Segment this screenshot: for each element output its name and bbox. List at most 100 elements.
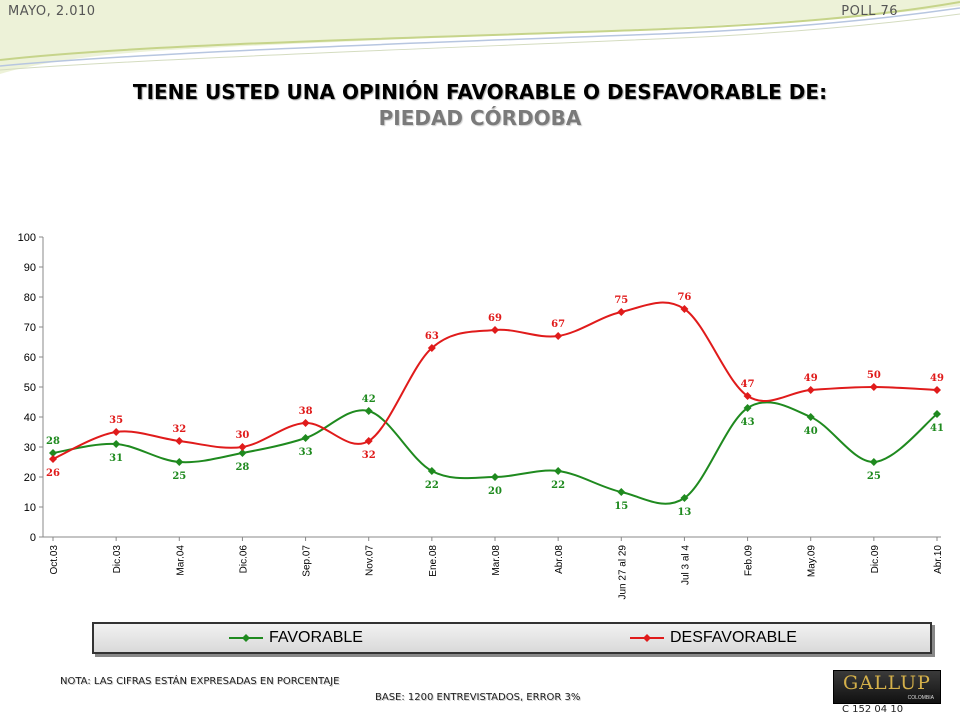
data-label-favorable: 22	[425, 480, 439, 491]
data-point-desfavorable	[806, 386, 815, 394]
data-point-desfavorable	[49, 455, 57, 463]
data-point-favorable	[933, 410, 941, 418]
footnote-note: NOTA: LAS CIFRAS ESTÁN EXPRESADAS EN POR…	[60, 676, 340, 687]
data-point-favorable	[238, 449, 247, 457]
data-point-favorable	[112, 440, 121, 448]
data-point-desfavorable	[364, 437, 373, 445]
x-tick-label: Mar.08	[491, 545, 502, 576]
line-chart: 0 10 20 30 40 50 60 70 80 90 100 Oct.03 Dic.03 Mar.04…	[18, 232, 944, 600]
data-point-desfavorable	[680, 305, 689, 313]
y-tick-label: 80	[24, 292, 36, 304]
footnote-base: BASE: 1200 ENTREVISTADOS, ERROR 3%	[375, 692, 581, 703]
data-label-desfavorable: 67	[551, 319, 565, 330]
legend-label-desfavorable: DESFAVORABLE	[670, 629, 797, 646]
data-point-favorable	[491, 473, 499, 481]
data-label-favorable: 28	[46, 436, 60, 447]
data-label-favorable: 22	[551, 480, 565, 491]
data-point-favorable	[301, 434, 310, 442]
x-tick-label: Jul 3 al 4	[680, 545, 691, 585]
chart-title: TIENE USTED UNA OPINIÓN FAVORABLE O DESF…	[132, 80, 828, 104]
data-point-favorable	[869, 458, 878, 466]
y-tick-label: 40	[24, 412, 36, 424]
data-label-desfavorable: 32	[362, 450, 376, 461]
data-point-favorable	[175, 458, 184, 466]
x-tick-label: Feb.09	[744, 545, 755, 577]
data-label-favorable: 33	[299, 447, 313, 458]
x-tick-label: Dic.09	[870, 545, 881, 574]
data-point-favorable	[743, 404, 752, 412]
gallup-logo: GALLUP COLOMBIA	[833, 670, 941, 704]
data-label-favorable: 43	[741, 417, 755, 428]
x-tick-label: Sep.07	[302, 545, 313, 577]
y-tick-label: 30	[24, 442, 36, 454]
data-point-favorable	[364, 407, 373, 415]
data-label-desfavorable: 30	[235, 430, 249, 441]
x-tick-label: May.09	[807, 545, 818, 577]
data-point-desfavorable	[933, 386, 941, 394]
data-label-favorable: 15	[614, 501, 628, 512]
data-point-desfavorable	[869, 383, 878, 391]
data-label-favorable: 31	[109, 453, 123, 464]
x-tick-label: Abr.08	[554, 545, 565, 574]
data-point-desfavorable	[175, 437, 184, 445]
x-tick-label: Dic.03	[112, 545, 123, 574]
y-tick-label: 10	[24, 502, 36, 514]
logo-subtext: COLOMBIA	[907, 695, 934, 701]
y-tick-label: 0	[30, 532, 36, 544]
data-label-desfavorable: 49	[930, 373, 944, 384]
chart-subtitle: PIEDAD CÓRDOBA	[378, 106, 582, 130]
data-point-desfavorable	[427, 344, 436, 352]
x-tick-label: Nov.07	[365, 545, 376, 576]
y-tick-label: 50	[24, 382, 36, 394]
header-swoosh-decoration	[0, 0, 960, 74]
legend-label-favorable: FAVORABLE	[269, 629, 363, 646]
x-tick-label: Oct.03	[49, 545, 60, 575]
x-tick-label: Jun 27 al 29	[617, 545, 628, 600]
data-label-desfavorable: 69	[488, 313, 502, 324]
data-label-favorable: 25	[867, 471, 881, 482]
data-point-favorable	[49, 449, 57, 457]
legend-marker-desfavorable	[630, 634, 664, 642]
data-point-favorable	[806, 413, 815, 421]
data-label-desfavorable: 63	[425, 331, 439, 342]
data-point-favorable	[427, 467, 436, 475]
data-label-desfavorable: 32	[172, 424, 186, 435]
data-label-desfavorable: 35	[109, 415, 123, 426]
data-label-desfavorable: 49	[804, 373, 818, 384]
data-point-favorable	[680, 494, 689, 502]
y-tick-label: 20	[24, 472, 36, 484]
title-block: TIENE USTED UNA OPINIÓN FAVORABLE O DESF…	[0, 80, 960, 130]
data-label-favorable: 41	[930, 423, 944, 434]
data-label-desfavorable: 47	[741, 379, 755, 390]
survey-date: MAYO, 2.010	[8, 4, 96, 19]
data-label-favorable: 20	[488, 486, 502, 497]
legend-item-favorable: FAVORABLE	[229, 629, 363, 647]
data-point-desfavorable	[617, 308, 626, 316]
y-tick-label: 60	[24, 352, 36, 364]
data-label-desfavorable: 38	[299, 406, 313, 417]
data-point-favorable	[554, 467, 563, 475]
poll-number: POLL 76	[841, 4, 898, 19]
data-point-desfavorable	[743, 392, 752, 400]
data-label-favorable: 40	[804, 426, 818, 437]
data-label-desfavorable: 75	[614, 295, 628, 306]
data-point-desfavorable	[554, 332, 563, 340]
data-point-favorable	[617, 488, 626, 496]
data-point-desfavorable	[238, 443, 247, 451]
data-point-desfavorable	[301, 419, 310, 427]
data-point-desfavorable	[491, 326, 499, 334]
logo-text: GALLUP	[843, 672, 931, 694]
y-tick-label: 90	[24, 262, 36, 274]
document-code: C 152 04 10	[842, 704, 904, 715]
chart-legend: FAVORABLE DESFAVORABLE	[92, 622, 932, 654]
data-point-desfavorable	[112, 428, 121, 436]
x-tick-label: Mar.04	[175, 545, 186, 576]
data-label-favorable: 42	[362, 394, 376, 405]
data-label-favorable: 25	[172, 471, 186, 482]
data-label-desfavorable: 76	[677, 292, 691, 303]
legend-item-desfavorable: DESFAVORABLE	[630, 629, 797, 647]
y-tick-label: 100	[18, 232, 36, 244]
x-tick-label: Abr.10	[933, 545, 944, 574]
x-tick-label: Dic.06	[238, 545, 249, 574]
data-label-desfavorable: 26	[46, 468, 60, 479]
